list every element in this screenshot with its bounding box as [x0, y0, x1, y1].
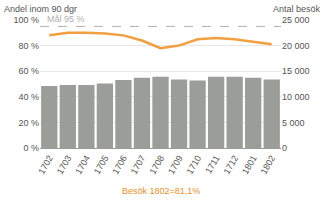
svg-text:Antal besök: Antal besök: [273, 4, 321, 14]
svg-text:1711: 1711: [203, 154, 221, 176]
svg-text:Mål 95 %: Mål 95 %: [47, 14, 85, 24]
svg-text:Andel inom 90 dgr: Andel inom 90 dgr: [4, 4, 77, 14]
svg-text:60 %: 60 %: [18, 66, 39, 76]
svg-text:0 %: 0 %: [23, 143, 39, 153]
svg-text:1703: 1703: [55, 154, 74, 176]
svg-text:5 000: 5 000: [282, 118, 305, 128]
svg-text:100 %: 100 %: [13, 15, 39, 25]
svg-text:1710: 1710: [185, 154, 204, 176]
svg-text:1801: 1801: [240, 154, 259, 176]
svg-text:10 000: 10 000: [282, 92, 310, 102]
svg-text:20 000: 20 000: [282, 41, 310, 51]
svg-text:1712: 1712: [222, 154, 241, 176]
svg-text:1707: 1707: [129, 154, 148, 176]
svg-text:1704: 1704: [73, 154, 92, 176]
svg-text:Besök 1802=81,1%: Besök 1802=81,1%: [122, 186, 200, 196]
svg-text:0: 0: [282, 143, 287, 153]
svg-text:80 %: 80 %: [18, 41, 39, 51]
svg-text:15 000: 15 000: [282, 66, 310, 76]
svg-text:1705: 1705: [92, 154, 111, 176]
svg-text:1709: 1709: [166, 154, 185, 176]
svg-text:1802: 1802: [259, 154, 278, 176]
svg-text:1702: 1702: [36, 154, 55, 176]
svg-text:25 000: 25 000: [282, 15, 310, 25]
svg-text:20 %: 20 %: [18, 118, 39, 128]
svg-text:1706: 1706: [110, 154, 129, 176]
svg-text:1708: 1708: [147, 154, 166, 176]
svg-text:40 %: 40 %: [18, 92, 39, 102]
